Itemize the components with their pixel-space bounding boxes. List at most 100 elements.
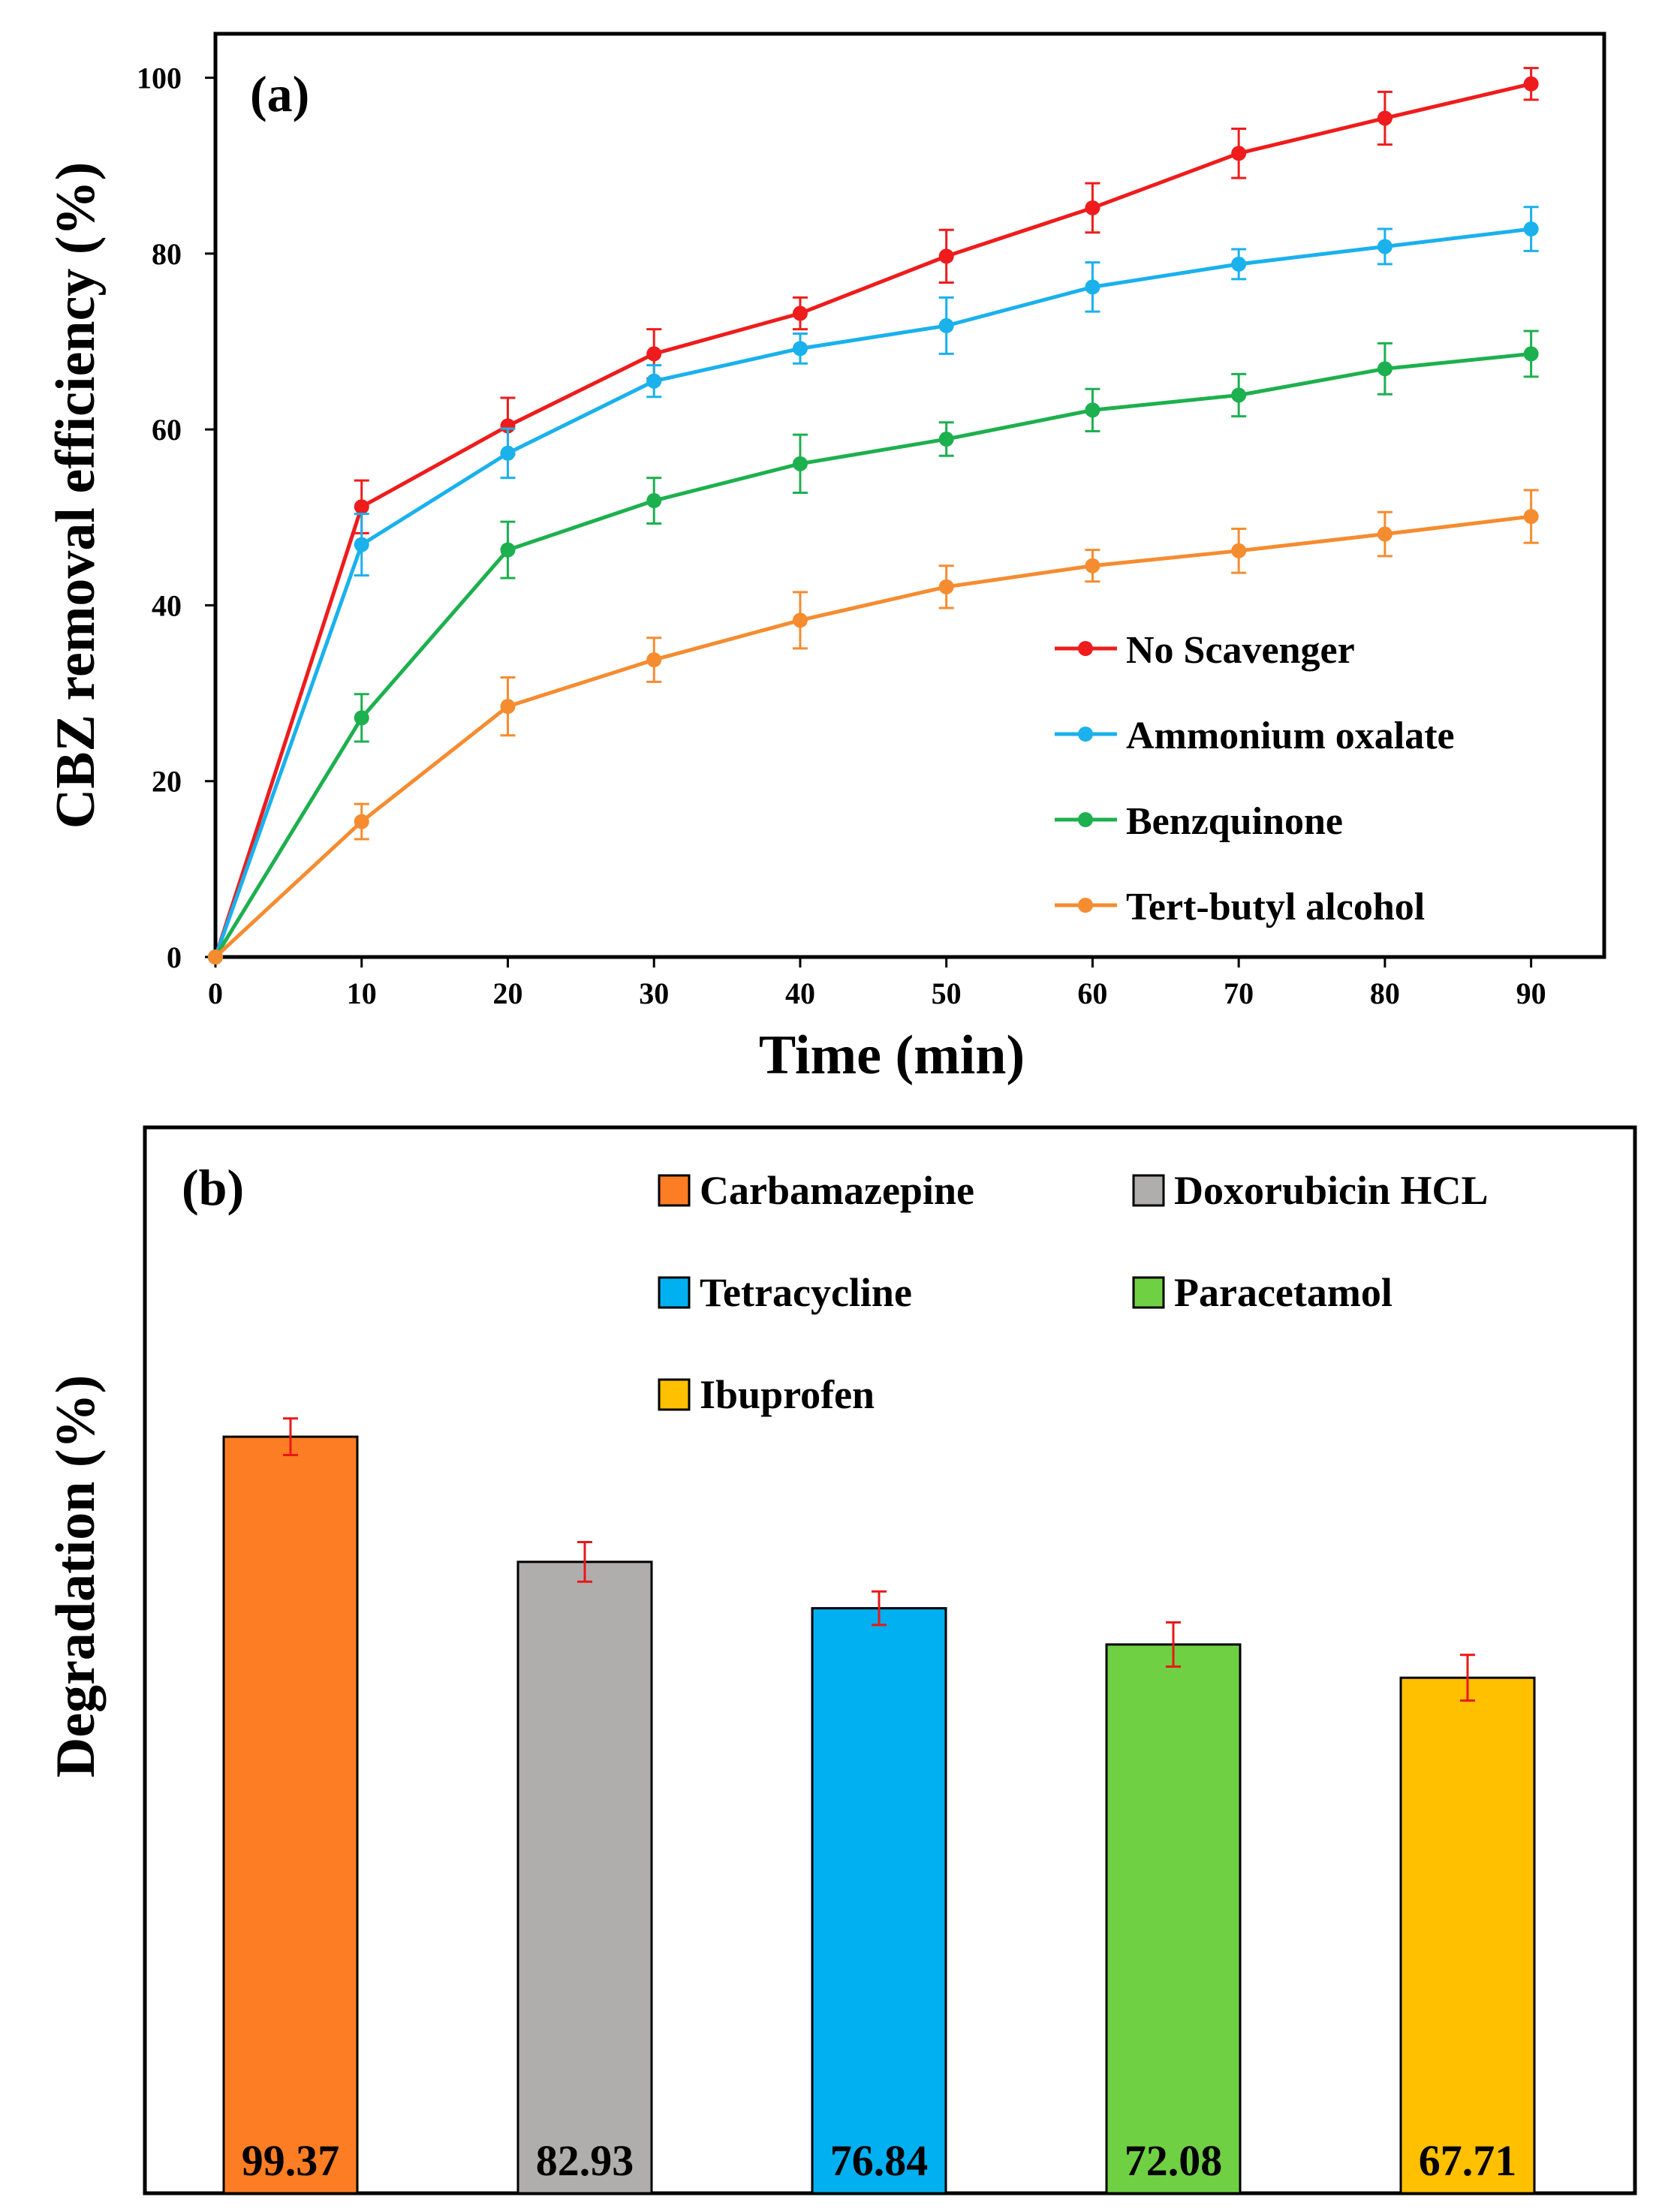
data-point: [1085, 279, 1100, 295]
panel-b: (b) 99.37 82.93 76.84 72.08 67.71 Carbamazep…: [45, 1125, 1637, 2195]
data-point: [646, 346, 662, 362]
legend-label: Ammonium oxalate: [1126, 715, 1455, 757]
x-tick-label: 60: [1077, 977, 1107, 1010]
panel-b-y-axis-title: Degradation (%): [45, 1375, 107, 1777]
data-point: [354, 710, 369, 726]
panel-a-label: (a): [250, 65, 309, 122]
data-point: [500, 542, 516, 558]
panel-a-legend: No Scavenger Ammonium oxalate Benzquinone T…: [1055, 629, 1455, 928]
data-point: [792, 456, 808, 471]
y-tick-label: 20: [152, 765, 182, 799]
legend-label: Tetracycline: [700, 1270, 912, 1315]
data-point: [1085, 200, 1100, 215]
data-point: [938, 248, 954, 264]
data-point: [938, 432, 954, 447]
legend-swatch-marker: [1078, 898, 1093, 913]
data-point: [646, 652, 662, 668]
panel-b-legend: Carbamazepine Doxorubicin HCL Tetracycline…: [658, 1168, 1489, 1417]
legend-swatch: [1132, 1174, 1165, 1207]
series-line: [213, 351, 1531, 959]
y-tick-label: 60: [152, 413, 182, 447]
data-point: [1231, 543, 1247, 558]
bar-group-0: 99.37: [222, 1417, 359, 2195]
legend-label: Ibuprofen: [700, 1372, 875, 1417]
panel-a-series: [208, 67, 1539, 965]
bar: [516, 1560, 653, 2195]
data-point: [500, 699, 516, 715]
x-tick-label: 90: [1516, 977, 1546, 1010]
data-point: [1523, 221, 1539, 237]
legend-label: Doxorubicin HCL: [1174, 1168, 1489, 1213]
panel-a: (a) 0 10 20 30 40 50 60 70 80 90 0 20 40 60 80 100 No S…: [45, 32, 1606, 1086]
y-tick-label: 100: [137, 62, 182, 95]
bar-group-3: 72.08: [1105, 1621, 1242, 2195]
bar-value-label: 67.71: [1419, 2136, 1517, 2185]
data-point: [1377, 361, 1393, 377]
legend-label: Carbamazepine: [700, 1168, 974, 1213]
bar-group-1: 82.93: [516, 1540, 653, 2195]
legend-label: No Scavenger: [1126, 629, 1355, 672]
series-2: [208, 330, 1539, 965]
bar: [811, 1607, 947, 2195]
data-point: [354, 499, 369, 515]
y-tick-label: 0: [167, 940, 182, 974]
legend-label: Benzquinone: [1126, 800, 1343, 843]
panel-b-label: (b): [182, 1159, 244, 1216]
bar: [1399, 1676, 1536, 2195]
legend-swatch: [1132, 1276, 1165, 1309]
series-0: [208, 67, 1539, 965]
legend-label: Paracetamol: [1174, 1270, 1393, 1315]
series-line: [213, 82, 1532, 958]
legend-swatch: [658, 1174, 691, 1207]
legend-swatch-marker: [1078, 727, 1093, 742]
panel-a-plot-frame: [213, 32, 1606, 959]
data-point: [208, 950, 223, 965]
data-point: [1377, 526, 1393, 542]
data-point: [1231, 256, 1247, 272]
data-point: [1231, 387, 1247, 403]
data-point: [1523, 509, 1539, 525]
panel-a-axes: 0 10 20 30 40 50 60 70 80 90 0 20 40 60 80 100: [137, 62, 1546, 1010]
x-tick-label: 80: [1370, 977, 1400, 1010]
bar-value-label: 76.84: [830, 2136, 929, 2185]
data-point: [646, 493, 662, 509]
bar-value-label: 72.08: [1125, 2136, 1223, 2185]
bar-value-label: 82.93: [536, 2136, 634, 2185]
legend-swatch-marker: [1078, 812, 1093, 827]
legend-swatch: [658, 1378, 691, 1411]
x-tick-label: 20: [492, 977, 522, 1010]
data-point: [792, 305, 808, 321]
data-point: [646, 373, 662, 389]
x-tick-label: 0: [208, 977, 223, 1010]
panel-a-y-axis-title: CBZ removal efficiency (%): [45, 162, 107, 829]
data-point: [792, 341, 808, 357]
data-point: [1523, 76, 1539, 92]
series-line: [214, 514, 1531, 959]
y-tick-label: 80: [152, 237, 182, 271]
data-point: [354, 537, 369, 552]
legend-swatch-marker: [1078, 641, 1093, 656]
x-tick-label: 50: [932, 977, 962, 1010]
data-point: [938, 318, 954, 333]
legend-swatch: [658, 1276, 691, 1309]
panel-a-x-axis-title: Time (min): [759, 1025, 1025, 1086]
x-tick-label: 40: [785, 977, 815, 1010]
bar: [1105, 1643, 1242, 2195]
bar-value-label: 99.37: [242, 2136, 340, 2185]
data-point: [1523, 346, 1539, 362]
bar: [222, 1435, 359, 2195]
series-3: [208, 489, 1539, 965]
data-point: [1085, 558, 1100, 573]
panel-b-bars: 99.37 82.93 76.84 72.08 67.71: [222, 1417, 1536, 2195]
series-1: [208, 206, 1539, 965]
data-point: [1377, 239, 1393, 254]
x-tick-label: 70: [1224, 977, 1254, 1010]
legend-label: Tert-butyl alcohol: [1126, 886, 1425, 928]
bar-group-2: 76.84: [811, 1590, 947, 2195]
data-point: [1377, 110, 1393, 126]
data-point: [792, 612, 808, 628]
data-point: [354, 814, 369, 829]
series-line: [213, 227, 1531, 958]
data-point: [500, 445, 516, 461]
